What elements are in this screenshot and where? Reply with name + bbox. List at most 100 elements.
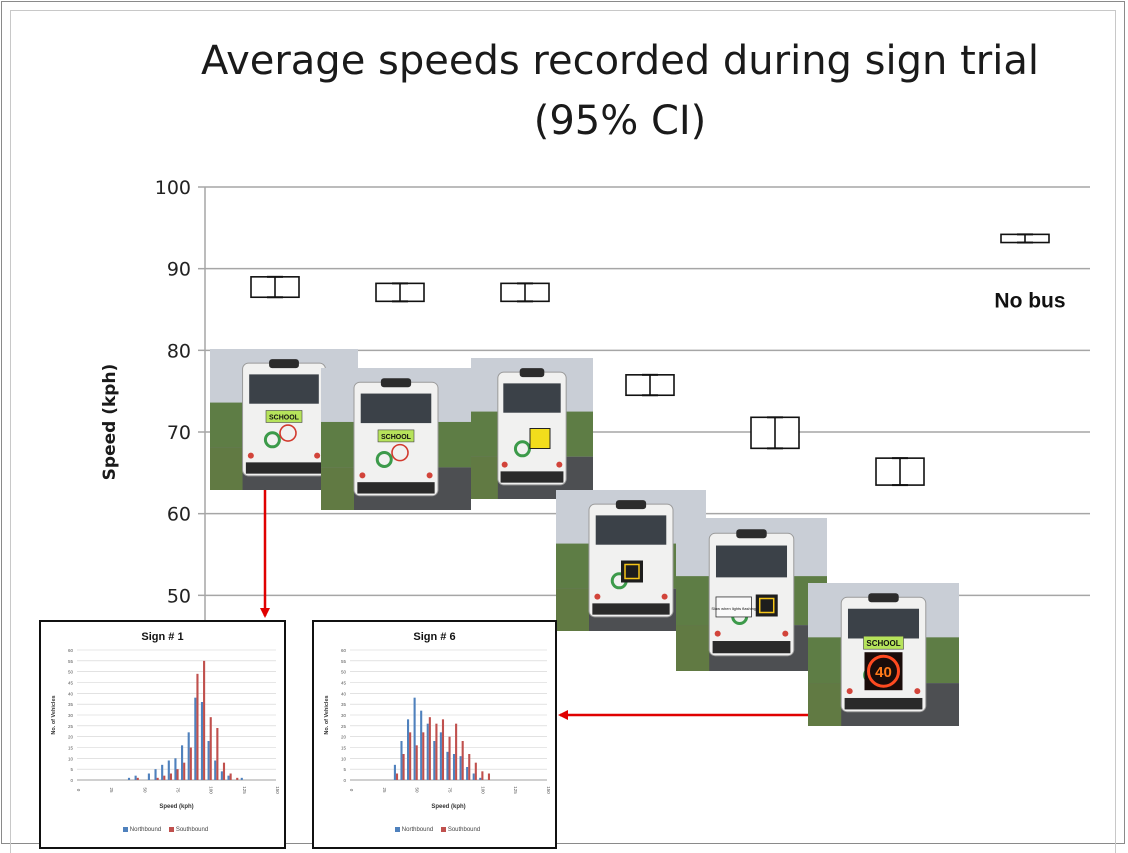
bus-photo-6: SCHOOL 40 — [808, 583, 959, 726]
bar-southbound — [428, 717, 431, 780]
bar-northbound — [446, 751, 449, 780]
led-speed-ring-icon — [867, 654, 900, 688]
bar-southbound — [487, 773, 491, 780]
bus-rear-window — [847, 608, 920, 639]
x-tick-label: 75 — [176, 787, 181, 793]
verge — [676, 625, 710, 671]
bar-southbound — [169, 773, 172, 780]
bus-bumper — [844, 697, 923, 710]
y-axis-label: No. of Vehicles — [51, 695, 57, 734]
x-tick-label: 100 — [209, 786, 214, 794]
x-tick-label: 75 — [448, 787, 453, 793]
x-tick-label: 25 — [382, 787, 387, 793]
bar-southbound — [481, 771, 484, 780]
y-axis-label: No. of Vehicles — [324, 695, 330, 734]
y-tick-label: 60 — [341, 648, 347, 653]
tail-light — [661, 593, 668, 600]
bar-southbound — [236, 777, 239, 780]
bar-southbound — [229, 773, 232, 780]
y-tick-label: 45 — [68, 681, 74, 686]
school-bus-rear-icon: SCHOOL 40 — [808, 583, 959, 726]
y-tick-label: 55 — [341, 659, 347, 664]
bus-rear-window — [715, 545, 788, 578]
y-tick-label: 30 — [68, 713, 74, 718]
y-tick-label: 0 — [343, 778, 346, 783]
bar-northbound — [240, 777, 243, 780]
led-children-sign-icon — [624, 563, 640, 580]
tail-light — [556, 461, 563, 468]
bar-northbound — [406, 719, 410, 780]
bar-southbound — [435, 723, 438, 780]
legend-swatch-northbound — [394, 826, 400, 832]
x-tick-label: 125 — [242, 786, 247, 794]
school-sign — [265, 410, 303, 423]
y-tick-label: 70 — [167, 422, 191, 444]
bar-southbound — [156, 777, 159, 780]
bar-northbound — [472, 773, 475, 780]
verge — [471, 456, 498, 499]
bar-southbound — [163, 775, 166, 780]
bar-northbound — [426, 723, 429, 780]
bar-northbound — [393, 764, 396, 780]
chart-subtitle: (95% CI) — [533, 98, 707, 144]
bar-northbound — [214, 760, 217, 780]
y-tick-label: 30 — [341, 713, 347, 718]
bus-rear-window — [503, 383, 561, 413]
bus-rear-window — [249, 374, 319, 404]
y-tick-label: 10 — [341, 756, 347, 761]
bus-destination-box — [519, 368, 545, 378]
inset-title: Sign # 1 — [141, 631, 184, 643]
y-tick-label: 50 — [68, 670, 74, 675]
bar-southbound — [422, 732, 425, 780]
bar-southbound — [176, 769, 179, 780]
slow-sign-text: Slow when lights flashing — [711, 606, 756, 611]
bar-southbound — [209, 717, 212, 780]
school-sign-text: SCHOOL — [866, 639, 900, 648]
led-children-sign-icon — [758, 597, 775, 614]
bus-photo-3 — [471, 358, 593, 499]
x-tick-label: 50 — [415, 787, 420, 793]
y-tick-label: 45 — [341, 681, 347, 686]
bar-northbound — [413, 697, 416, 780]
error-bar — [250, 275, 300, 299]
y-tick-label: 55 — [68, 659, 74, 664]
legend: Northbound Southbound — [314, 826, 555, 833]
bar-southbound — [196, 673, 199, 780]
bar-northbound — [161, 764, 164, 780]
bar-northbound — [452, 754, 456, 780]
histogram-sign-6: 0 5 10 15 20 25 30 35 40 45 50 55 60 0 25 50 75 100 125 150… — [324, 648, 551, 810]
x-tick-label: 50 — [142, 787, 147, 793]
bus-photo-5: Slow when lights flashing — [676, 518, 827, 671]
bar-southbound — [402, 754, 405, 780]
tail-light — [314, 452, 321, 459]
error-bar — [1000, 233, 1050, 244]
y-tick-label: 100 — [155, 177, 191, 199]
bus-bumper — [592, 603, 670, 615]
legend-southbound: Southbound — [175, 827, 209, 833]
tail-light — [782, 630, 789, 637]
school-bus-rear-icon: SCHOOL — [321, 368, 471, 510]
y-tick-label: 5 — [343, 767, 346, 772]
y-tick-label: 25 — [68, 724, 74, 729]
bar-northbound — [181, 745, 184, 780]
bar-northbound — [420, 710, 423, 780]
x-axis-label: Speed (kph) — [159, 804, 193, 810]
bar-southbound — [216, 728, 219, 780]
y-tick-label: 35 — [68, 702, 74, 707]
bar-southbound — [448, 736, 451, 780]
logo-icon — [375, 450, 393, 468]
y-tick-label: 15 — [341, 746, 347, 751]
error-bar — [875, 457, 925, 487]
y-tick-label: 0 — [70, 778, 73, 783]
slide-inner-border — [10, 10, 1116, 853]
x-tick-label: 150 — [275, 786, 280, 794]
y-tick-label: 90 — [167, 259, 191, 281]
bus-destination-box — [380, 378, 412, 388]
x-axis-label: Speed (kph) — [431, 804, 465, 810]
led-speed-sign — [864, 652, 903, 691]
y-tick-label: 60 — [68, 648, 74, 653]
bar-southbound — [474, 762, 477, 780]
bar-northbound — [194, 697, 197, 780]
legend-swatch-northbound — [122, 826, 128, 832]
y-tick-label: 50 — [341, 670, 347, 675]
